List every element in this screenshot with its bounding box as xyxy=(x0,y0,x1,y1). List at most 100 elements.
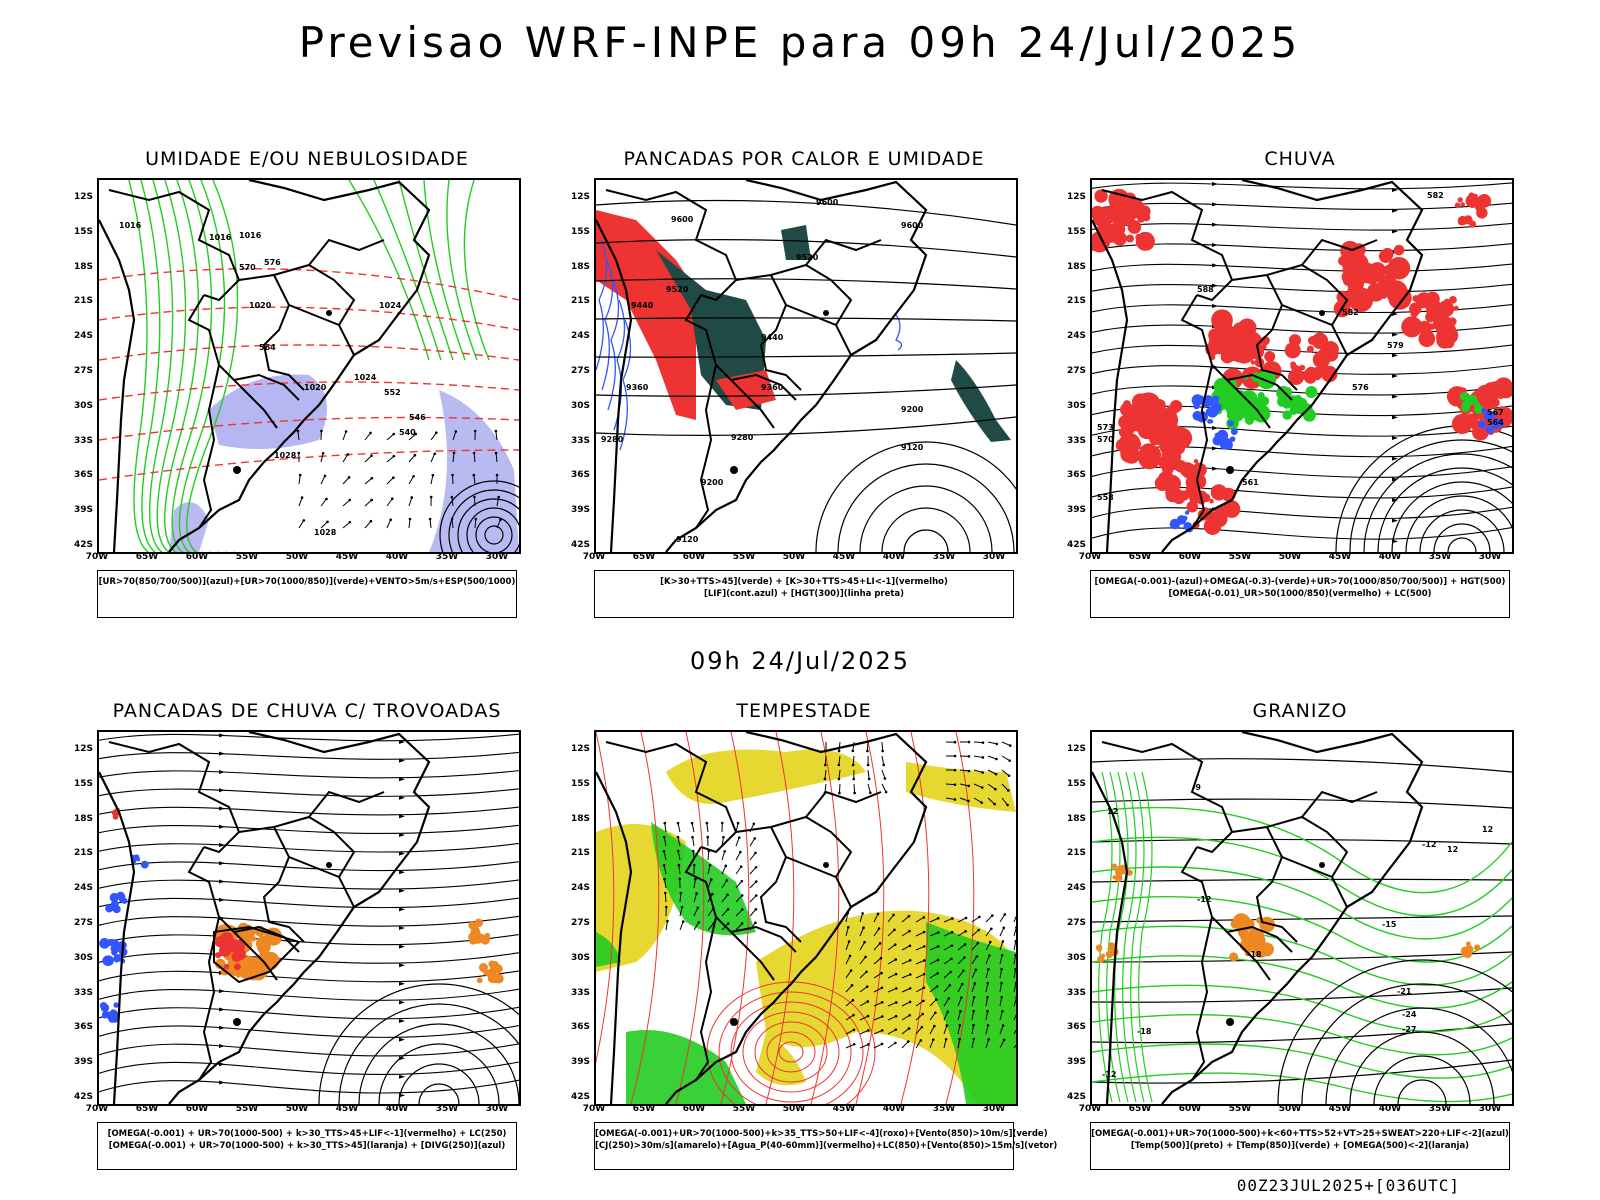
lat-tick-label: 33S xyxy=(73,435,93,446)
contour-label: 564 xyxy=(1487,418,1504,427)
panel-title-pancadas-calor: PANCADAS POR CALOR E UMIDADE xyxy=(623,148,985,170)
lat-tick-label: 30S xyxy=(1066,952,1086,963)
panel-title-chuva: CHUVA xyxy=(1264,148,1336,170)
lat-tick-label: 18S xyxy=(1066,813,1086,824)
lat-tick-label: 27S xyxy=(73,366,93,376)
contour-label: 9360 xyxy=(761,383,784,392)
contour-label: 12 xyxy=(1482,825,1493,834)
lon-tick-label: 60W xyxy=(682,1104,706,1114)
lon-tick-label: 45W xyxy=(832,1104,856,1114)
lon-tick-label: 50W xyxy=(1278,552,1302,562)
lon-tick-label: 35W xyxy=(932,552,956,562)
contour-label: 588 xyxy=(1197,285,1214,294)
contour-label: -15 xyxy=(1382,920,1397,929)
lat-tick-label: 30S xyxy=(570,952,590,963)
contour-label: 9120 xyxy=(676,535,699,544)
lat-tick-label: 21S xyxy=(1066,848,1086,859)
legend-chuva: [OMEGA(-0.001)-(azul)+OMEGA(-0.3)-(verde… xyxy=(1090,570,1510,618)
contour-label: 564 xyxy=(259,343,276,352)
contour-label: 567 xyxy=(1487,408,1504,417)
contour-label: 1020 xyxy=(304,383,327,392)
lat-tick-label: 33S xyxy=(73,987,93,998)
main-title: Previsao WRF-INPE para 09h 24/Jul/2025 xyxy=(298,18,1302,67)
lat-tick-label: 24S xyxy=(570,331,590,342)
map-tempestade xyxy=(594,730,1018,1106)
lat-tick-label: 33S xyxy=(570,987,590,998)
lat-tick-label: 24S xyxy=(570,883,590,894)
legend-pancadas-calor: [K>30+TTS>45](verde) + [K>30+TTS>45+LI<-… xyxy=(594,570,1014,618)
lon-tick-label: 30W xyxy=(982,552,1006,562)
panel-title-tempestade: TEMPESTADE xyxy=(736,700,872,722)
contour-label: -9 xyxy=(1192,783,1201,792)
lon-tick-label: 30W xyxy=(1478,552,1502,562)
lat-tick-label: 24S xyxy=(73,883,93,894)
lon-tick-label: 55W xyxy=(1228,1104,1252,1114)
lon-tick-label: 55W xyxy=(1228,552,1252,562)
lon-tick-label: 70W xyxy=(582,552,606,562)
lon-tick-label: 40W xyxy=(1378,552,1402,562)
contour-label: -18 xyxy=(1247,950,1262,959)
lon-tick-label: 35W xyxy=(435,552,459,562)
contour-label: 9280 xyxy=(601,435,624,444)
contour-label: 1016 xyxy=(209,233,232,242)
lon-tick-label: 30W xyxy=(982,1104,1006,1114)
legend-line: [OMEGA(-0.001)+UR>70(1000-500)+k>35_TTS>… xyxy=(595,1129,1048,1139)
contour-label: 1016 xyxy=(119,221,142,230)
legend-granizo: [OMEGA(-0.001)+UR>70(1000-500)+k<60+TTS>… xyxy=(1090,1122,1510,1170)
lat-tick-label: 18S xyxy=(73,261,93,272)
lat-tick-label: 39S xyxy=(1066,1057,1086,1068)
lon-tick-label: 70W xyxy=(1078,1104,1102,1114)
panel-title-granizo: GRANIZO xyxy=(1252,700,1348,722)
legend-line: [OMEGA(-0.001)+UR>70(1000-500)+k<60+TTS>… xyxy=(1091,1129,1509,1139)
lon-tick-label: 70W xyxy=(1078,552,1102,562)
contour-label: 1028 xyxy=(314,528,337,537)
legend-line: [OMEGA(-0.001) + UR>70(1000-500) + k>30_… xyxy=(108,1141,506,1151)
lat-tick-label: 18S xyxy=(73,813,93,824)
lat-tick-label: 33S xyxy=(1066,435,1086,446)
contour-label: 1028 xyxy=(274,451,297,460)
lat-tick-label: 36S xyxy=(570,1022,590,1033)
lat-tick-label: 27S xyxy=(1066,918,1086,928)
lat-tick-label: 42S xyxy=(1066,540,1086,550)
contour-label: 9600 xyxy=(901,221,924,230)
panel-title-pancadas-trovoadas: PANCADAS DE CHUVA C/ TROVOADAS xyxy=(112,700,502,722)
contour-label: 9520 xyxy=(796,253,819,262)
contour-label: 9600 xyxy=(671,215,694,224)
lat-tick-label: 42S xyxy=(73,540,93,550)
lat-tick-label: 24S xyxy=(1066,883,1086,894)
contour-label: 1016 xyxy=(239,231,262,240)
lon-tick-label: 30W xyxy=(1478,1104,1502,1114)
contour-label: 9360 xyxy=(626,383,649,392)
lon-tick-label: 50W xyxy=(782,1104,806,1114)
lon-tick-label: 70W xyxy=(85,552,109,562)
lon-tick-label: 65W xyxy=(1128,552,1152,562)
contour-label: 546 xyxy=(409,413,426,422)
lat-tick-label: 21S xyxy=(73,848,93,859)
contour-label: 9120 xyxy=(901,443,924,452)
lat-tick-label: 12S xyxy=(73,744,93,754)
lon-tick-label: 50W xyxy=(285,1104,309,1114)
contour-label: -12 xyxy=(1422,840,1436,849)
contour-label: 552 xyxy=(384,388,401,397)
contour-label: 9440 xyxy=(761,333,784,342)
lat-tick-label: 27S xyxy=(73,918,93,928)
lon-tick-label: 70W xyxy=(582,1104,606,1114)
lon-tick-label: 45W xyxy=(1328,1104,1352,1114)
lat-tick-label: 42S xyxy=(570,540,590,550)
lat-tick-label: 30S xyxy=(570,400,590,411)
lon-tick-label: 65W xyxy=(632,1104,656,1114)
lat-tick-label: 18S xyxy=(570,261,590,272)
contour-label: 558 xyxy=(1097,493,1114,502)
lat-tick-label: 18S xyxy=(570,813,590,824)
map-canvas: 1016 1016 1016 1020 1020 1024 1024 1028 1028 552 5… xyxy=(99,180,519,552)
lat-tick-label: 12S xyxy=(1066,192,1086,202)
lat-tick-label: 39S xyxy=(73,1057,93,1068)
panel-title-umidade: UMIDADE E/OU NEBULOSIDADE xyxy=(145,148,469,170)
lat-tick-label: 15S xyxy=(570,226,590,237)
contour-label: -27 xyxy=(1402,1025,1416,1034)
lat-tick-label: 36S xyxy=(1066,1022,1086,1033)
lon-tick-label: 60W xyxy=(185,552,209,562)
lat-tick-label: 30S xyxy=(73,400,93,411)
lat-tick-label: 36S xyxy=(73,1022,93,1033)
